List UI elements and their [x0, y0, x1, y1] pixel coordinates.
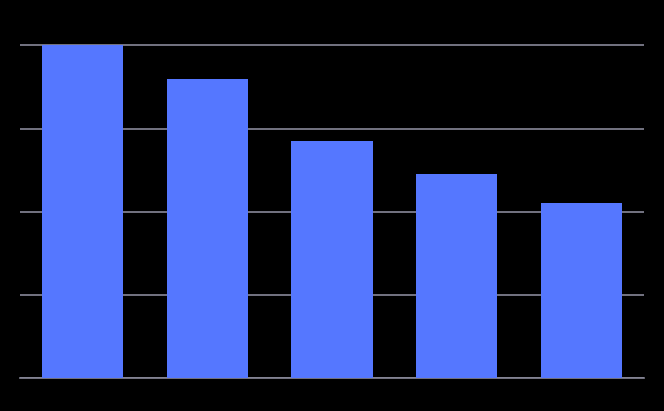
Bar: [291, 141, 373, 378]
Bar: [167, 79, 248, 378]
Bar: [541, 203, 622, 378]
Bar: [416, 174, 497, 378]
Bar: [42, 46, 123, 378]
